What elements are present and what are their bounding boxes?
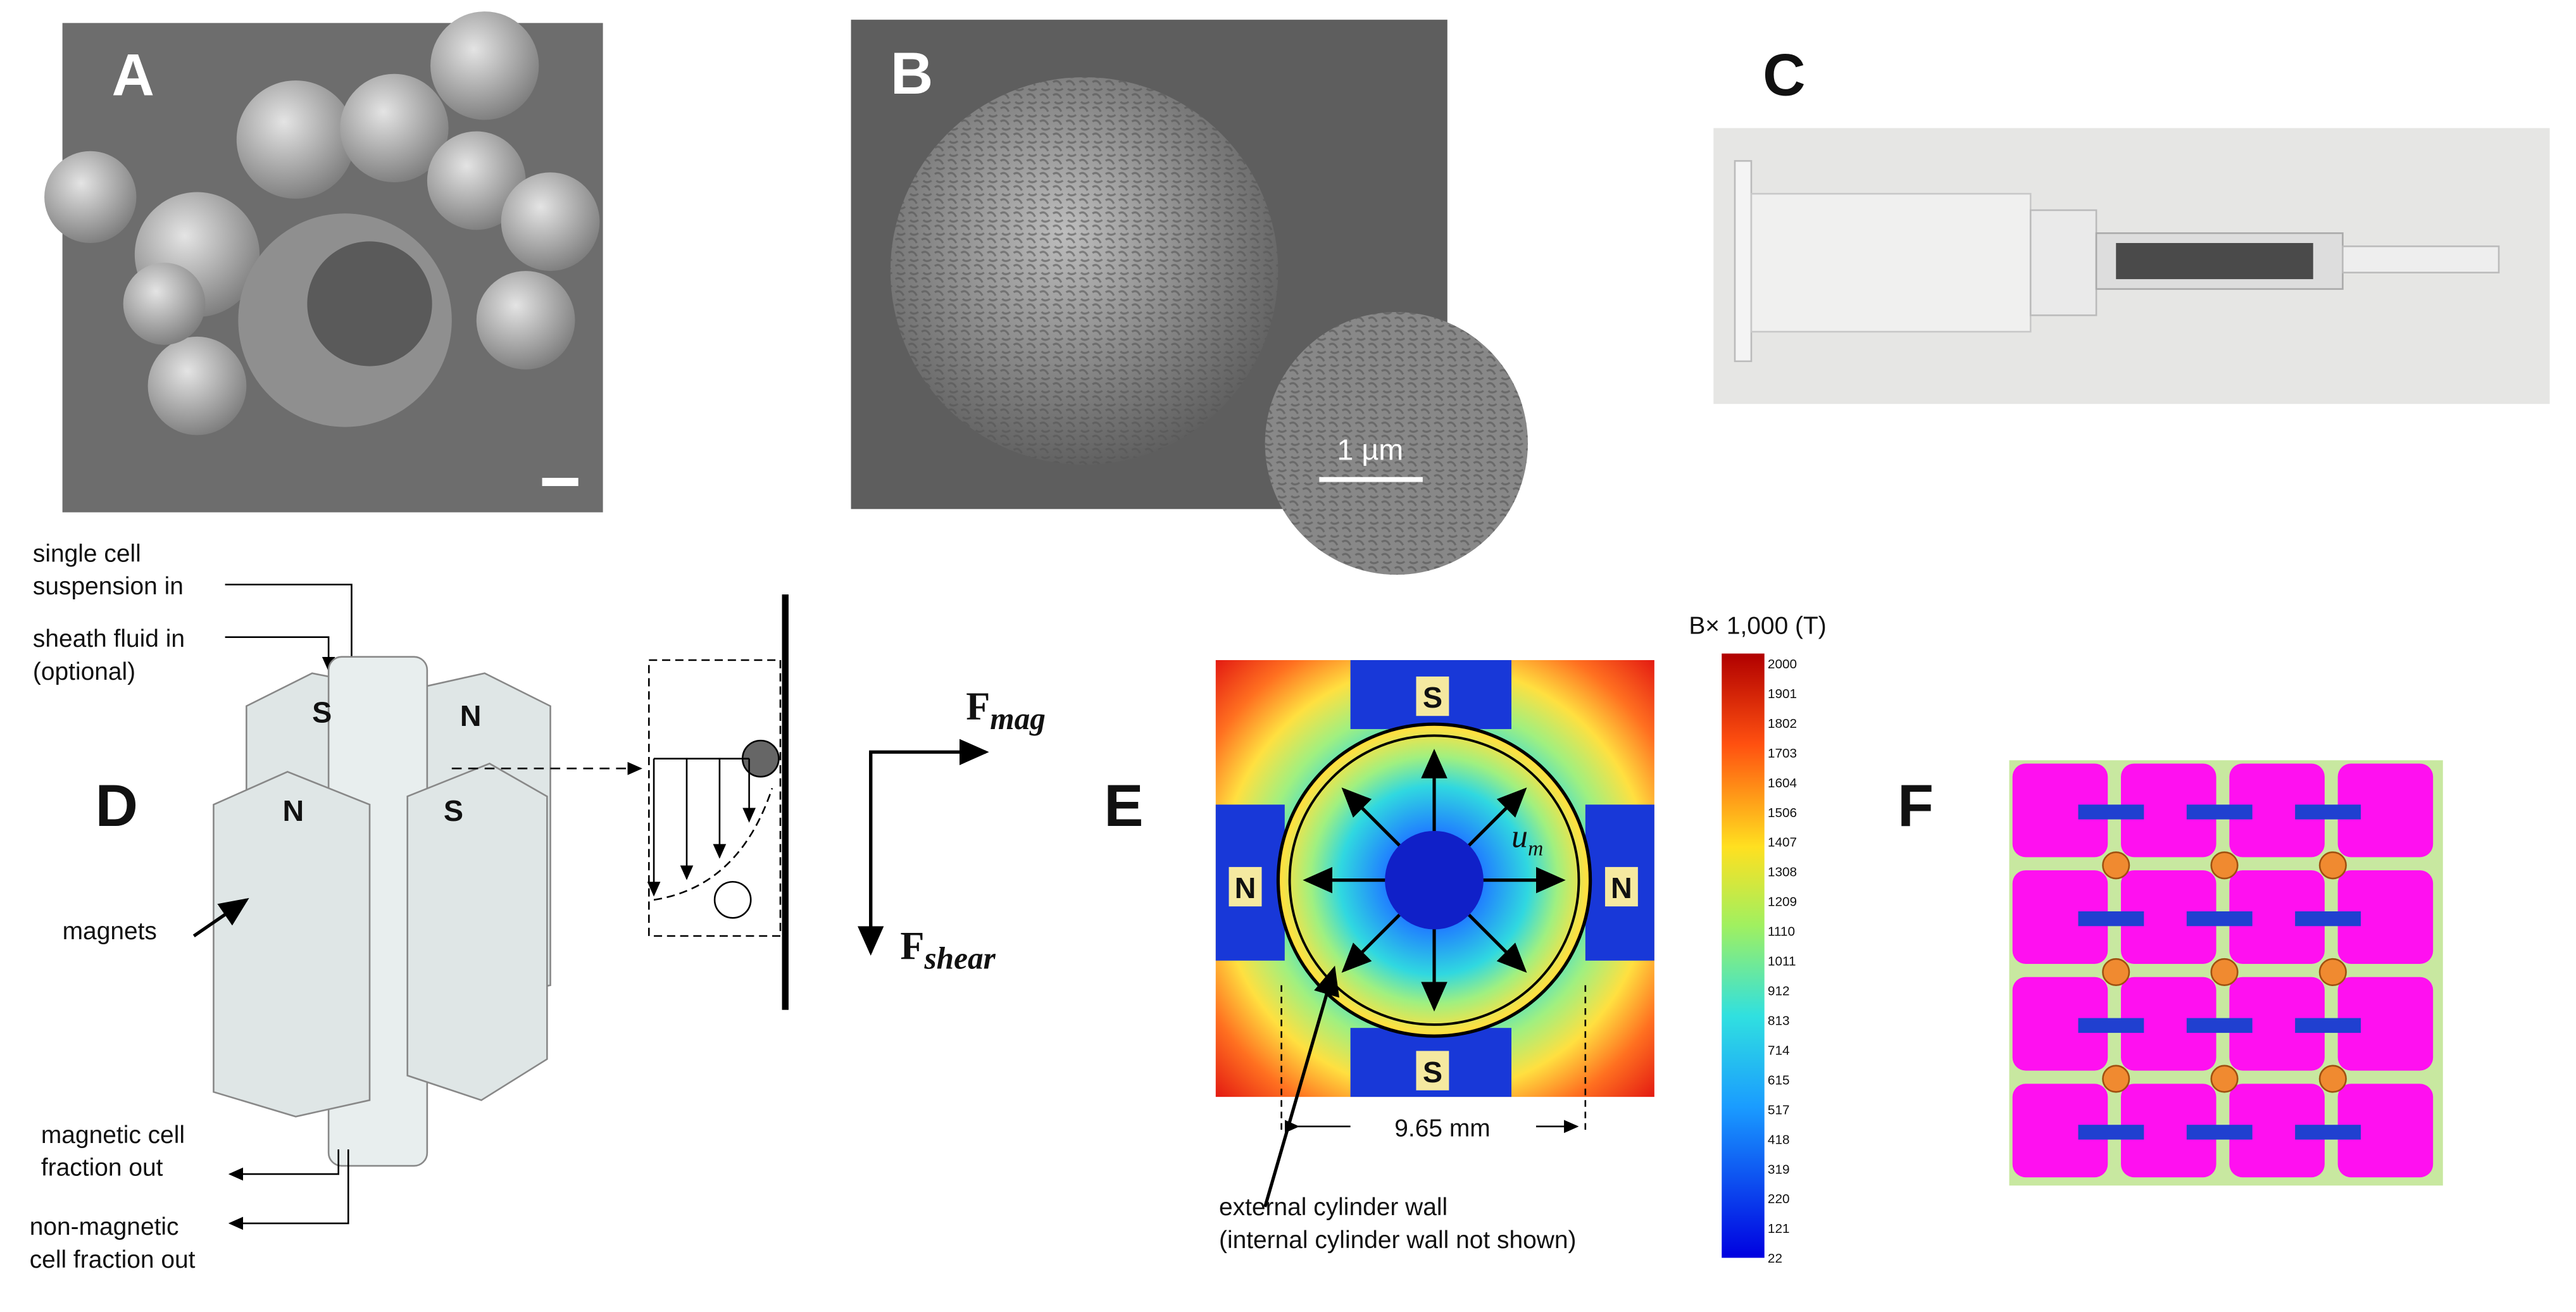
panel-a: A xyxy=(44,11,603,513)
trap-site xyxy=(2102,958,2130,986)
panel-d: D single cell suspension in sheath fluid … xyxy=(30,540,1046,1273)
field-arrow xyxy=(2295,804,2361,820)
label-magnets: magnets xyxy=(63,918,157,945)
trap-site xyxy=(2318,1065,2347,1093)
force-mag: Fmag xyxy=(966,685,1046,736)
colorbar-ticks: 2000 1901 1802 1703 1604 1506 1407 1308 1209 1110… xyxy=(1768,657,1797,1266)
magnet-pad xyxy=(2229,763,2325,858)
colorbar-tick-label: 418 xyxy=(1768,1132,1790,1147)
field-arrow xyxy=(2078,911,2144,927)
colorbar-tick-label: 1209 xyxy=(1768,895,1797,909)
panel-c: C xyxy=(1713,41,2550,404)
field-arrow xyxy=(2078,1018,2144,1033)
dimension: 9.65 mm xyxy=(1394,1115,1490,1142)
label-sheath: sheath fluid in (optional) xyxy=(33,625,185,685)
field-arrow xyxy=(2078,804,2144,820)
colorbar-tick-label: 912 xyxy=(1768,984,1790,999)
panel-label: A xyxy=(112,41,154,108)
colorbar-tick-label: 2000 xyxy=(1768,657,1797,672)
field-arrow xyxy=(2186,804,2253,820)
colorbar-tick-label: 714 xyxy=(1768,1043,1790,1058)
field-arrow xyxy=(2186,1125,2253,1140)
grid-f xyxy=(2012,763,2434,1178)
colorbar-tick-label: 220 xyxy=(1768,1192,1790,1206)
colorbar-tick-label: 22 xyxy=(1768,1251,1782,1266)
field-arrow xyxy=(2295,1125,2361,1140)
pole: N xyxy=(282,794,304,827)
pole: S xyxy=(444,794,463,827)
magnet-pad xyxy=(2337,763,2434,858)
magnet-pad xyxy=(2229,977,2325,1071)
colorbar-tick-label: 813 xyxy=(1768,1013,1790,1028)
pole: N xyxy=(1235,872,1256,904)
colorbar-tick-label: 1110 xyxy=(1768,925,1795,939)
colorbar-tick-label: 1703 xyxy=(1768,746,1797,761)
colorbar-tick-label: 1308 xyxy=(1768,865,1797,880)
pole: S xyxy=(312,696,332,729)
colorbar-title: B× 1,000 (T) xyxy=(1689,612,1826,639)
panel-label: F xyxy=(1898,772,1934,839)
panel-label: C xyxy=(1763,41,1805,108)
magnet-pad xyxy=(2121,870,2216,964)
field-arrow xyxy=(2295,911,2361,927)
colorbar-tick-label: 517 xyxy=(1768,1103,1790,1117)
panel-label: B xyxy=(891,40,933,106)
velocity-label: um xyxy=(1511,819,1543,861)
colorbar-tick-label: 1901 xyxy=(1768,687,1797,701)
field-arrow xyxy=(2078,1125,2144,1140)
panel-b: 1 µm B xyxy=(851,20,1528,575)
magnet-pad xyxy=(2121,1084,2216,1178)
label-magnetic-out: magnetic cell fraction out xyxy=(41,1121,185,1182)
panel-label: E xyxy=(1104,772,1143,839)
label-nonmagnetic-out: non-magnetic cell fraction out xyxy=(30,1213,196,1273)
trap-site xyxy=(2102,1065,2130,1093)
magnet-pad xyxy=(2337,977,2434,1071)
magnet-pad xyxy=(2012,977,2108,1071)
trap-site xyxy=(2210,958,2239,986)
magnet-pad xyxy=(2121,763,2216,858)
magnet-pad xyxy=(2121,977,2216,1071)
magnets xyxy=(213,656,551,1167)
colorbar-tick-label: 1407 xyxy=(1768,835,1797,850)
panel-f: F xyxy=(1898,760,2443,1186)
colorbar-tick-label: 1506 xyxy=(1768,806,1797,820)
magnet-pad xyxy=(2337,870,2434,964)
colorbar xyxy=(1722,653,1765,1258)
colorbar-tick-label: 121 xyxy=(1768,1221,1790,1236)
force-shear: Fshear xyxy=(900,925,996,976)
magnet-pad xyxy=(2229,870,2325,964)
wall-note: external cylinder wall (internal cylinder… xyxy=(1219,1194,1577,1254)
magnet-pad xyxy=(2229,1084,2325,1178)
magnet-pad xyxy=(2012,1084,2108,1178)
colorbar-tick-label: 1011 xyxy=(1768,954,1796,969)
magnet-pad xyxy=(2337,1084,2434,1178)
colorbar-tick-label: 1604 xyxy=(1768,776,1797,790)
label-suspension: single cell suspension in xyxy=(33,540,184,600)
trap-site xyxy=(2318,958,2347,986)
trap-site xyxy=(2210,1065,2239,1093)
panel-label: D xyxy=(96,772,138,839)
cells-a xyxy=(44,11,600,435)
field-arrow xyxy=(2186,1018,2253,1033)
pole: S xyxy=(1423,681,1442,714)
colorbar-tick-label: 1802 xyxy=(1768,716,1797,731)
field-arrow xyxy=(2295,1018,2361,1033)
field-arrow xyxy=(2186,911,2253,927)
trap-site xyxy=(2210,851,2239,880)
panel-e: E S N N S um 9.65 mm external cylinder w… xyxy=(1104,612,1826,1266)
magnet-pad xyxy=(2012,763,2108,858)
scale-bar-label: 1 µm xyxy=(1337,433,1403,466)
trap-site xyxy=(2318,851,2347,880)
colorbar-tick-label: 615 xyxy=(1768,1073,1790,1087)
pole: N xyxy=(460,699,482,732)
pole: S xyxy=(1423,1056,1442,1089)
pole: N xyxy=(1611,872,1632,904)
colorbar-tick-label: 319 xyxy=(1768,1162,1790,1177)
magnet-pad xyxy=(2012,870,2108,964)
trap-site xyxy=(2102,851,2130,880)
